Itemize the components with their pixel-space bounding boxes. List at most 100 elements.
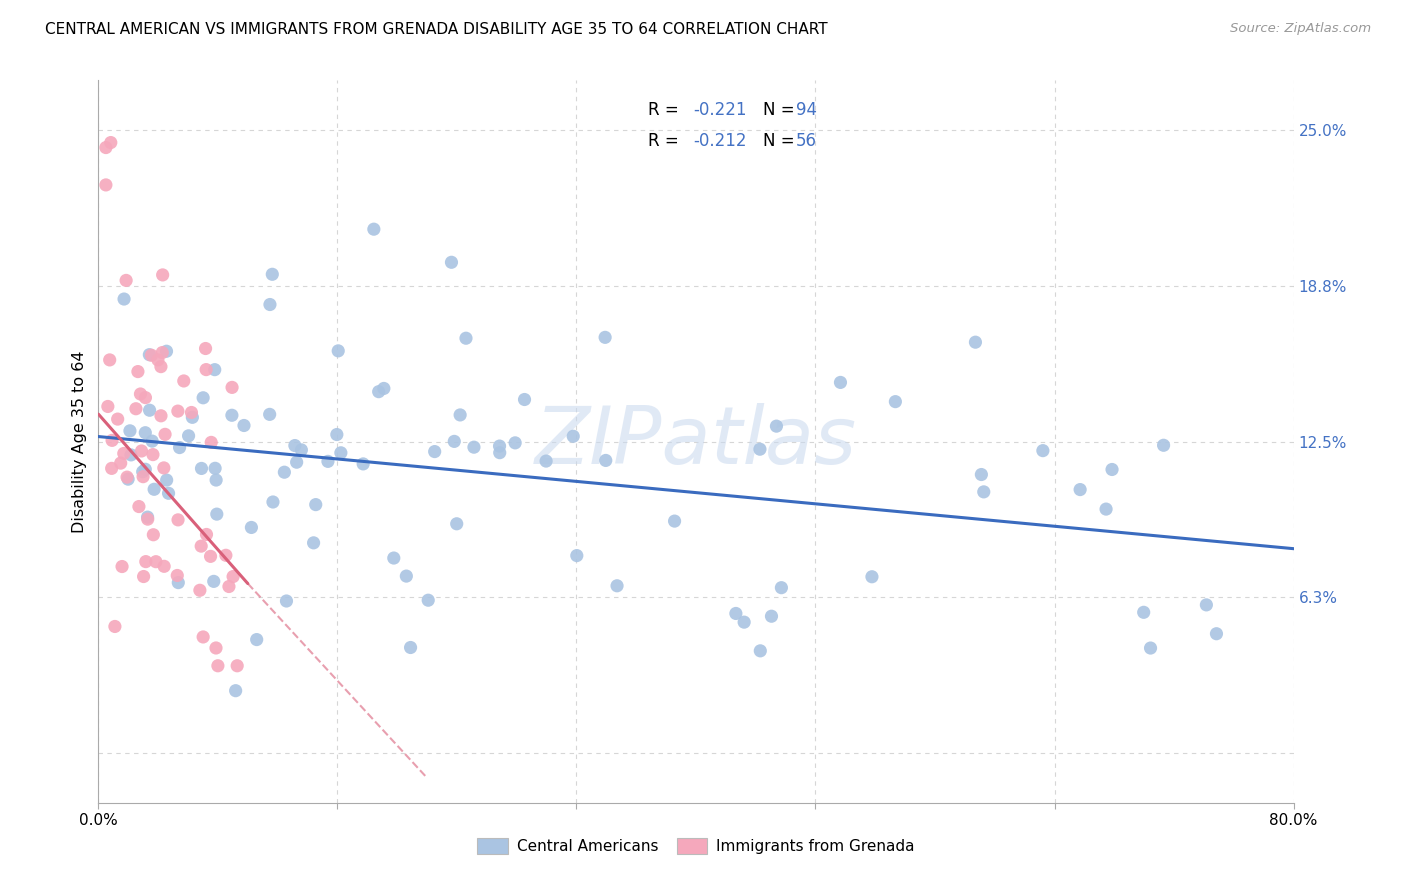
Point	[273, 465, 295, 479]
Point	[204, 362, 226, 376]
Point	[233, 418, 256, 433]
Point	[112, 446, 135, 460]
Text: -0.221: -0.221	[693, 101, 747, 120]
Point	[111, 559, 134, 574]
Point	[94, 178, 117, 192]
Point	[1095, 502, 1118, 516]
Point	[134, 391, 156, 405]
Point	[188, 583, 211, 598]
Point	[169, 441, 191, 455]
Point	[107, 412, 129, 426]
Point	[117, 472, 139, 486]
Point	[443, 434, 465, 449]
Point	[218, 580, 240, 594]
Point	[128, 500, 150, 514]
Point	[152, 268, 174, 282]
Point	[104, 619, 127, 633]
Point	[143, 483, 166, 497]
Point	[262, 268, 284, 282]
Point	[112, 292, 135, 306]
Point	[149, 409, 172, 423]
Point	[748, 442, 770, 457]
Point	[724, 607, 747, 621]
Point	[1101, 462, 1123, 476]
Point	[131, 465, 153, 479]
Point	[149, 359, 172, 374]
Point	[305, 498, 328, 512]
Point	[136, 512, 159, 526]
Point	[1032, 443, 1054, 458]
Point	[190, 461, 212, 475]
Point	[284, 438, 307, 452]
Point	[134, 462, 156, 476]
Point	[761, 609, 783, 624]
Point	[454, 331, 477, 345]
Point	[205, 507, 228, 521]
Point	[606, 579, 628, 593]
Point	[180, 405, 202, 419]
Point	[190, 539, 212, 553]
Point	[830, 376, 852, 390]
Point	[156, 473, 179, 487]
Point	[225, 683, 247, 698]
Point	[167, 404, 190, 418]
Point	[142, 448, 165, 462]
Point	[1153, 438, 1175, 452]
Point	[326, 427, 349, 442]
Point	[115, 273, 138, 287]
Text: Source: ZipAtlas.com: Source: ZipAtlas.com	[1230, 22, 1371, 36]
Point	[565, 549, 588, 563]
Point	[770, 581, 793, 595]
Point	[221, 409, 243, 423]
Point	[1205, 626, 1227, 640]
Point	[207, 658, 229, 673]
Point	[125, 401, 148, 416]
Point	[118, 424, 141, 438]
Point	[138, 348, 160, 362]
Text: -0.212: -0.212	[693, 132, 747, 150]
Point	[155, 344, 177, 359]
Point	[418, 593, 440, 607]
Point	[463, 440, 485, 454]
Point	[534, 454, 557, 468]
Point	[1195, 598, 1218, 612]
Point	[259, 408, 281, 422]
Point	[101, 434, 124, 448]
Point	[440, 255, 463, 269]
Point	[100, 136, 122, 150]
Point	[150, 345, 173, 359]
Point	[316, 454, 339, 468]
Point	[145, 555, 167, 569]
Point	[222, 569, 245, 583]
Point	[488, 439, 510, 453]
Point	[135, 555, 157, 569]
Point	[503, 435, 526, 450]
Point	[132, 469, 155, 483]
Point	[181, 410, 204, 425]
Text: 56: 56	[796, 132, 817, 150]
Point	[733, 615, 755, 629]
Point	[157, 486, 180, 500]
Point	[593, 330, 616, 344]
Legend: Central Americans, Immigrants from Grenada: Central Americans, Immigrants from Grena…	[471, 832, 921, 860]
Point	[285, 455, 308, 469]
Point	[373, 381, 395, 395]
Text: R =: R =	[648, 132, 683, 150]
Point	[488, 445, 510, 459]
Point	[129, 387, 152, 401]
Point	[226, 658, 249, 673]
Point	[138, 403, 160, 417]
Point	[765, 419, 787, 434]
Point	[141, 434, 163, 449]
Point	[191, 391, 214, 405]
Point	[352, 457, 374, 471]
Point	[884, 394, 907, 409]
Point	[120, 448, 142, 462]
Point	[215, 549, 238, 563]
Point	[860, 570, 883, 584]
Point	[423, 444, 446, 458]
Point	[173, 374, 195, 388]
Point	[202, 574, 225, 589]
Point	[382, 551, 405, 566]
Point	[276, 594, 298, 608]
